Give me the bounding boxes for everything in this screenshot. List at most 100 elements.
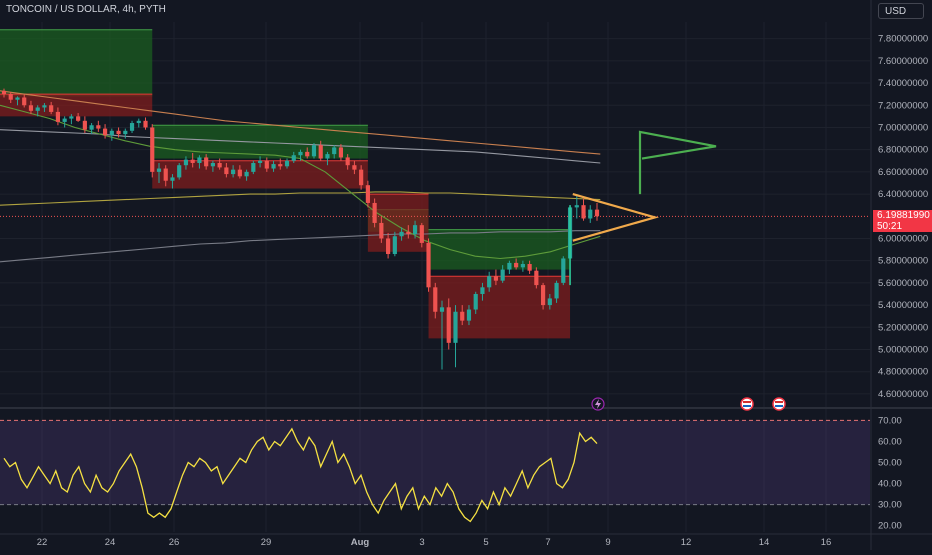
candle[interactable] bbox=[581, 198, 586, 221]
candle[interactable] bbox=[439, 300, 445, 370]
candle[interactable] bbox=[217, 158, 222, 170]
candle[interactable] bbox=[359, 165, 364, 190]
currency-button[interactable]: USD bbox=[878, 3, 924, 19]
drawing-tools[interactable] bbox=[569, 130, 717, 286]
candle[interactable] bbox=[318, 140, 323, 161]
candle[interactable] bbox=[163, 165, 168, 187]
candle[interactable] bbox=[487, 271, 492, 292]
candle[interactable] bbox=[136, 118, 141, 128]
candle[interactable] bbox=[109, 128, 114, 141]
candle[interactable] bbox=[561, 256, 566, 286]
candle[interactable] bbox=[89, 123, 94, 135]
candle[interactable] bbox=[453, 305, 458, 368]
candle[interactable] bbox=[62, 116, 67, 128]
candle[interactable] bbox=[325, 151, 330, 166]
candle[interactable] bbox=[278, 158, 283, 170]
rsi-pane[interactable] bbox=[0, 419, 870, 523]
candle[interactable] bbox=[480, 282, 485, 301]
candle[interactable] bbox=[426, 238, 431, 292]
candle[interactable] bbox=[177, 162, 182, 180]
candle[interactable] bbox=[96, 120, 101, 132]
candle[interactable] bbox=[298, 149, 303, 161]
us-flag-event-icon[interactable] bbox=[772, 397, 786, 411]
candle[interactable] bbox=[224, 162, 229, 178]
candle[interactable] bbox=[379, 216, 384, 243]
candle[interactable] bbox=[547, 293, 552, 310]
candle[interactable] bbox=[527, 260, 532, 275]
candle[interactable] bbox=[69, 114, 74, 125]
candle[interactable] bbox=[8, 91, 13, 104]
candle[interactable] bbox=[332, 145, 337, 159]
candle[interactable] bbox=[190, 152, 195, 168]
candle[interactable] bbox=[460, 305, 465, 326]
candle[interactable] bbox=[251, 160, 256, 175]
candle[interactable] bbox=[554, 280, 559, 303]
rsi-line[interactable] bbox=[3, 427, 598, 523]
candle[interactable] bbox=[231, 165, 236, 178]
candle[interactable] bbox=[150, 124, 155, 178]
candle[interactable] bbox=[264, 157, 269, 172]
candle[interactable] bbox=[291, 151, 296, 163]
candle[interactable] bbox=[372, 198, 377, 228]
candle[interactable] bbox=[507, 260, 512, 275]
candle[interactable] bbox=[123, 128, 128, 139]
candle[interactable] bbox=[473, 291, 478, 314]
candle[interactable] bbox=[102, 124, 108, 139]
candle[interactable] bbox=[35, 105, 40, 117]
candle[interactable] bbox=[143, 117, 148, 130]
candle[interactable] bbox=[514, 258, 519, 270]
candle[interactable] bbox=[541, 282, 546, 310]
candle[interactable] bbox=[237, 165, 242, 179]
us-flag-event-icon[interactable] bbox=[740, 397, 754, 411]
candle[interactable] bbox=[129, 120, 135, 134]
candle[interactable] bbox=[284, 158, 290, 169]
candle[interactable] bbox=[392, 231, 397, 257]
candle[interactable] bbox=[534, 267, 539, 289]
candle[interactable] bbox=[15, 96, 20, 106]
candle[interactable] bbox=[588, 205, 593, 223]
candle[interactable] bbox=[197, 155, 202, 169]
candle[interactable] bbox=[257, 156, 263, 168]
candle[interactable] bbox=[156, 162, 162, 183]
candle[interactable] bbox=[76, 113, 81, 122]
candle[interactable] bbox=[493, 269, 499, 286]
candle[interactable] bbox=[386, 232, 391, 259]
candlestick-series[interactable] bbox=[1, 88, 600, 370]
candle[interactable] bbox=[500, 265, 505, 283]
candle[interactable] bbox=[204, 154, 209, 170]
candle[interactable] bbox=[311, 143, 317, 159]
flag-drawing[interactable] bbox=[638, 130, 717, 195]
candle[interactable] bbox=[22, 94, 27, 108]
candle[interactable] bbox=[183, 156, 189, 170]
candle[interactable] bbox=[170, 174, 175, 189]
candle[interactable] bbox=[594, 202, 600, 221]
candle[interactable] bbox=[574, 194, 579, 219]
candle[interactable] bbox=[28, 100, 34, 115]
candle[interactable] bbox=[116, 127, 121, 138]
candle[interactable] bbox=[352, 160, 357, 175]
candle[interactable] bbox=[446, 298, 451, 350]
candle[interactable] bbox=[365, 180, 370, 208]
candle[interactable] bbox=[412, 220, 418, 239]
candle[interactable] bbox=[42, 103, 47, 112]
candle[interactable] bbox=[345, 154, 350, 170]
candle[interactable] bbox=[466, 305, 472, 326]
candle[interactable] bbox=[305, 147, 310, 159]
lightning-event-icon[interactable] bbox=[591, 397, 605, 411]
candle[interactable] bbox=[1, 88, 7, 98]
candle[interactable] bbox=[49, 101, 54, 115]
candle[interactable] bbox=[433, 282, 438, 319]
candle[interactable] bbox=[399, 227, 404, 241]
candle[interactable] bbox=[244, 169, 249, 181]
candle[interactable] bbox=[82, 116, 87, 134]
candle[interactable] bbox=[55, 107, 60, 126]
pennant-drawing[interactable] bbox=[572, 193, 660, 242]
candle[interactable] bbox=[419, 222, 424, 248]
candle[interactable] bbox=[520, 260, 525, 272]
candle[interactable] bbox=[338, 144, 344, 161]
candle[interactable] bbox=[210, 160, 215, 172]
candle[interactable] bbox=[406, 225, 411, 239]
candle[interactable] bbox=[271, 160, 276, 172]
symbol-title[interactable]: TONCOIN / US DOLLAR, 4h, PYTH bbox=[6, 4, 166, 15]
